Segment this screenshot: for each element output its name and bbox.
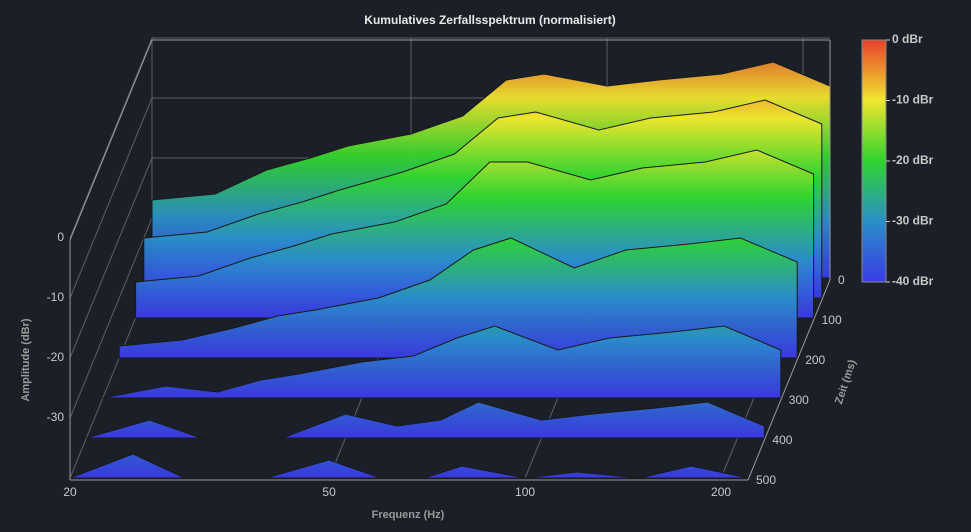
x-tick-label: 200 [711,485,731,499]
grid-line [69,37,830,239]
z-tick-label: 300 [789,393,809,407]
y-tick-label: -30 [47,410,65,424]
frame [69,39,831,481]
decay-slice [69,453,749,479]
decay-slice [118,237,798,359]
decay-slice [86,401,765,439]
colorbar-label: -40 dBr [892,274,934,288]
colorbar: 0 dBr -10 dBr -20 dBr -30 dBr -40 dBr [861,32,934,288]
slices [69,61,831,479]
y-tick-label: -20 [47,350,65,364]
x-tick-label: 100 [515,485,535,499]
z-tick-label: 100 [822,313,842,327]
x-tick-label: 50 [322,485,336,499]
x-axis-label: Frequenz (Hz) [372,509,445,521]
y-tick-label: -10 [47,290,65,304]
y-axis-label: Amplitude (dBr) [20,318,32,401]
chart-title: Kumulatives Zerfallsspektrum (normalisie… [364,13,615,27]
z-tick-label: 400 [772,433,792,447]
ticks: 20 50 100 200 0 -10 -20 -30 0 100 200 300 400 500 [47,230,845,499]
colorbar-fill [861,39,887,283]
z-axis-label: Zeit (ms) [833,358,859,406]
decay-slice [102,325,782,399]
z-tick-label: 500 [756,473,776,487]
colorbar-label: -30 dBr [892,214,934,228]
colorbar-label: -10 dBr [892,93,934,107]
x-tick-label: 20 [63,485,77,499]
colorbar-label: -20 dBr [892,153,934,167]
frame-line [747,279,831,481]
z-tick-label: 0 [838,273,845,287]
frame-line [69,39,153,241]
y-tick-label: 0 [57,230,64,244]
z-tick-label: 200 [805,353,825,367]
colorbar-label: 0 dBr [892,32,923,46]
